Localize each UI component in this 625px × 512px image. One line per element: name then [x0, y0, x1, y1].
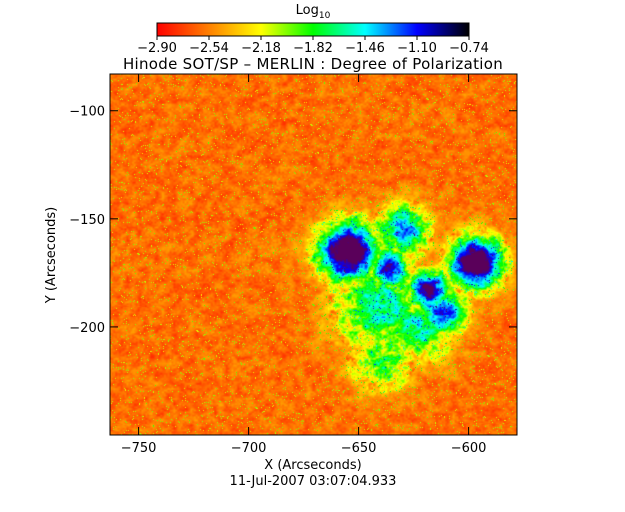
- x-tick-label: −750: [121, 441, 157, 456]
- colorbar-ticks: −2.90 −2.54 −2.18 −1.82 −1.46 −1.10 −0.74: [137, 36, 489, 56]
- y-tick-label: −100: [69, 105, 105, 120]
- colorbar: Log10 −2.90 −2.54 −2.18 −1.82 −1.46 −1.10 −0.7…: [137, 3, 489, 56]
- plot-frame: [109, 73, 518, 436]
- date-footer: 11-Jul-2007 03:07:04.933: [230, 474, 397, 489]
- colorbar-tick-label: −2.18: [241, 41, 281, 56]
- colorbar-tick-label: −2.54: [189, 41, 229, 56]
- y-axis-label: Y (Arcseconds): [44, 207, 59, 304]
- x-tick-label: −650: [341, 441, 377, 456]
- colorbar-tick-label: −1.82: [293, 41, 333, 56]
- plot-area: −750 −700 −650 −600 −100 −150 −200: [69, 73, 518, 456]
- y-axis-ticks: −100 −150 −200: [69, 105, 517, 336]
- colorbar-tick-label: −1.10: [397, 41, 437, 56]
- x-tick-label: −600: [451, 441, 487, 456]
- x-axis-ticks: −750 −700 −650 −600: [121, 74, 487, 456]
- x-axis-label: X (Arcseconds): [264, 458, 361, 473]
- colorbar-bar: [156, 22, 470, 37]
- polarization-map: [110, 74, 517, 435]
- x-tick-label: −700: [231, 441, 267, 456]
- colorbar-tick-label: −0.74: [449, 41, 489, 56]
- y-tick-label: −200: [69, 321, 105, 336]
- colorbar-label: Log10: [296, 3, 331, 21]
- colorbar-tick-label: −2.90: [137, 41, 177, 56]
- chart-title: Hinode SOT/SP – MERLIN : Degree of Polar…: [123, 55, 503, 73]
- colorbar-tick-label: −1.46: [345, 41, 385, 56]
- y-tick-label: −150: [69, 213, 105, 228]
